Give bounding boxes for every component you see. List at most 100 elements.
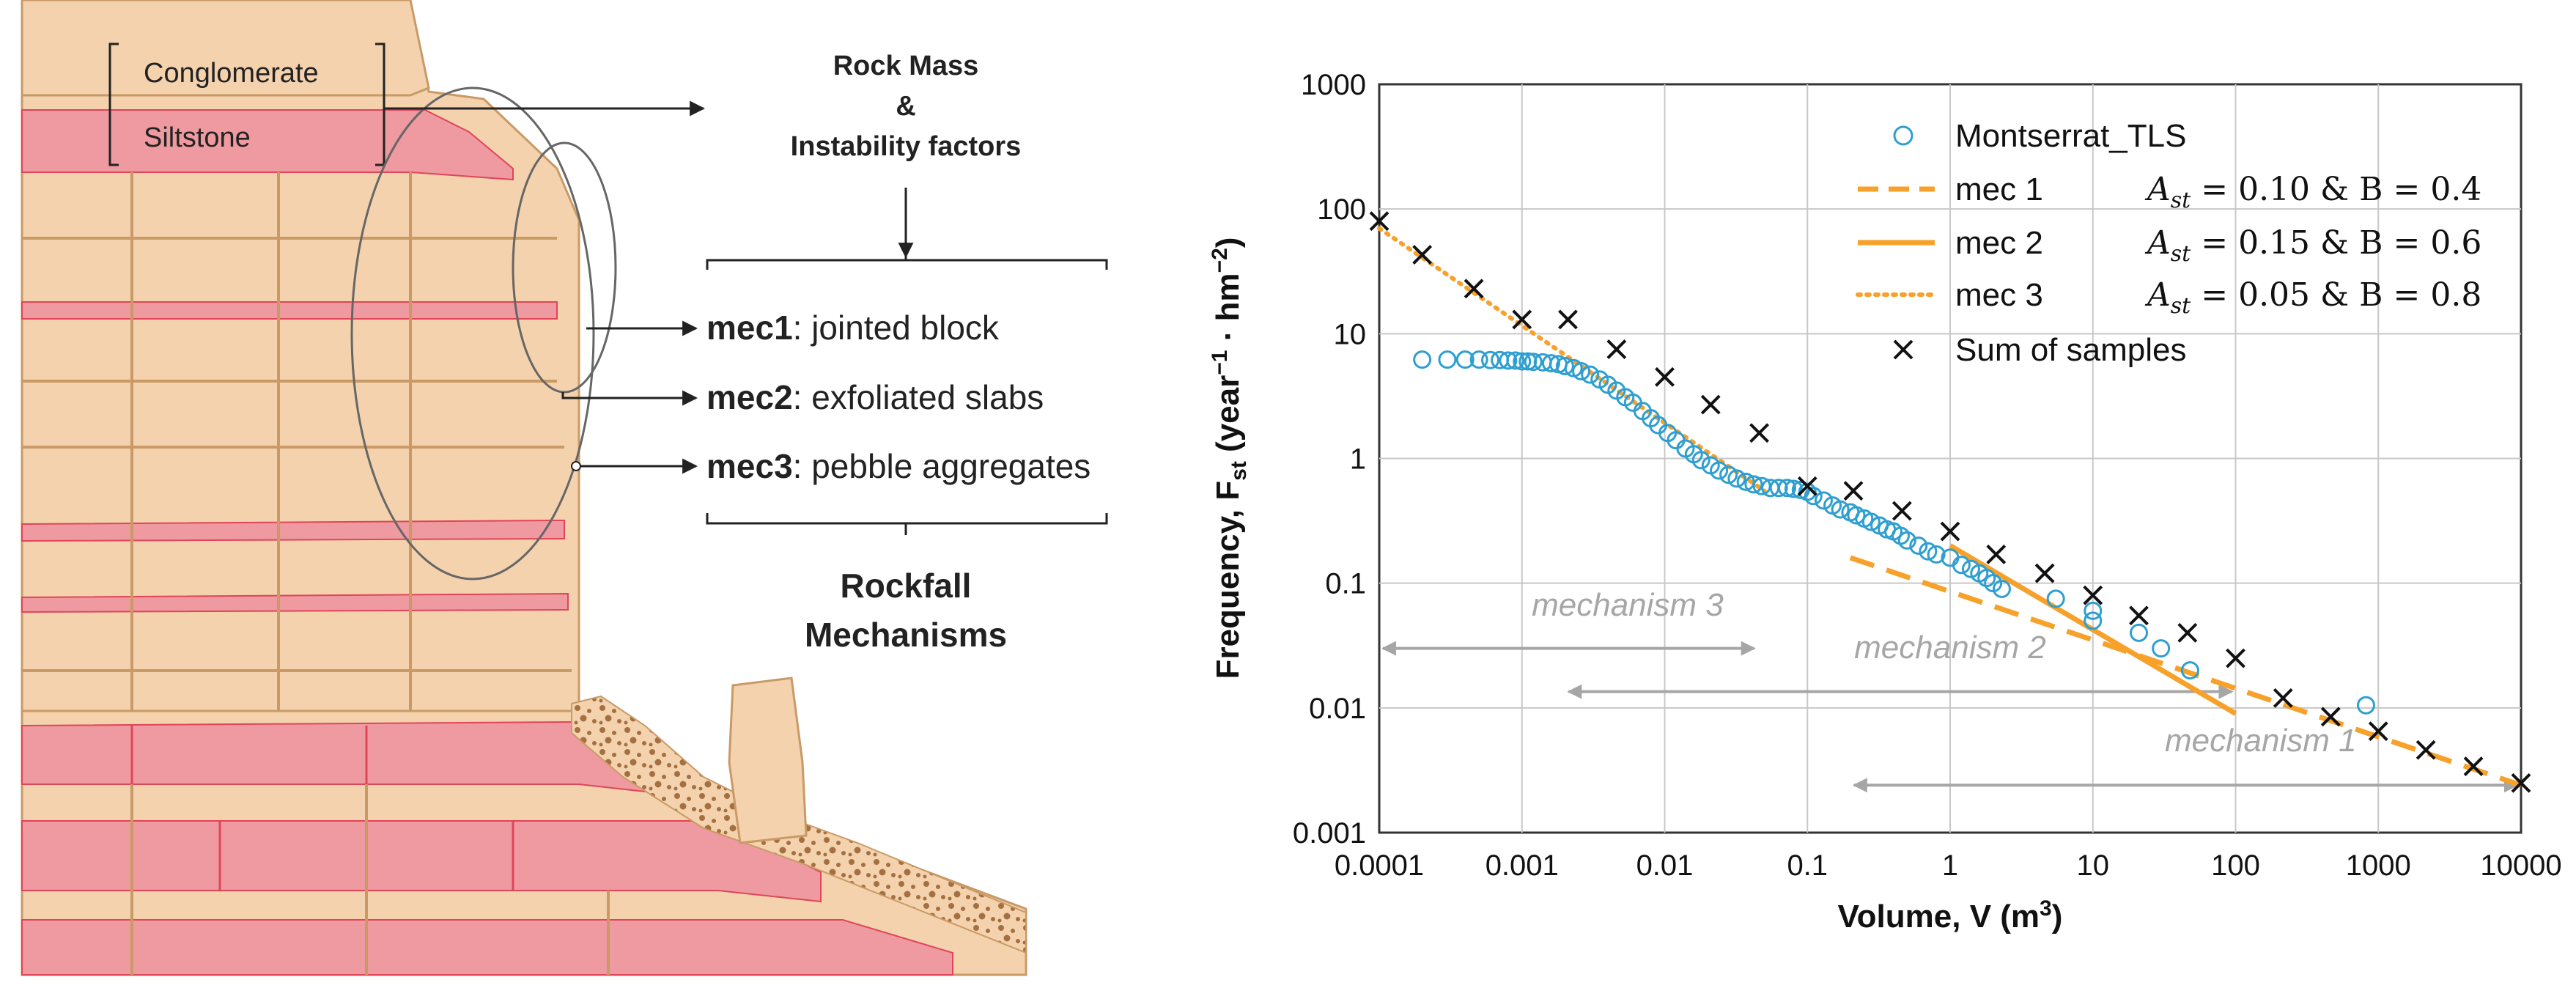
- sum-point-stroke: [1940, 521, 1960, 542]
- sum-point: [2463, 756, 2484, 776]
- mechanism-3-desc: : pebble aggregates: [793, 447, 1091, 485]
- legend-eq-mec3-sub: st: [2171, 293, 2191, 319]
- sum-point: [1700, 394, 1721, 415]
- diagram-arrows: [384, 100, 1108, 535]
- x-axis-label-sup: 3: [2040, 896, 2052, 921]
- frequency-volume-chart: 0.0001 0.001 0.01 0.1 1 10 100 1000 10000 0.0010…: [1208, 69, 2562, 935]
- joints: [22, 172, 610, 975]
- sum-point: [2273, 687, 2293, 708]
- sum-point-stroke: [2083, 585, 2103, 605]
- rock-mass-title: Rock Mass: [833, 51, 979, 81]
- sum-point: [1655, 366, 1675, 387]
- mechanism-2-name: mec2: [706, 378, 793, 416]
- sum-point-stroke: [1655, 366, 1675, 387]
- y-axis-label-mid: · hm: [1210, 273, 1246, 350]
- tls-point: [1784, 479, 1803, 498]
- tls-point: [1469, 350, 1488, 369]
- tls-point: [1919, 542, 1938, 561]
- tls-point: [1897, 531, 1916, 550]
- tls-point: [2152, 639, 2171, 658]
- sum-point: [2416, 740, 2436, 760]
- tls-point: [1691, 451, 1710, 470]
- cliff-illustration: Conglomerate Siltstone: [21, 0, 1027, 976]
- sum-point-stroke: [1843, 481, 1864, 501]
- grid-lines: [1379, 84, 2521, 833]
- legend-symbol-sum: [1893, 339, 1913, 360]
- legend-eq-mec3: Ast = 0.05 & B = 0.8: [2144, 276, 2481, 319]
- mechanism-annotations: mechanism 3 mechanism 2 mechanism 1: [1381, 587, 2519, 793]
- tls-points: [1413, 350, 2375, 715]
- tls-point: [1777, 479, 1796, 498]
- mechanism-3-name: mec3: [706, 447, 793, 485]
- sum-point-stroke: [1464, 279, 1484, 299]
- legend-eq-mec2-sub: st: [2171, 241, 2191, 267]
- x-axis-label: Volume, V (m3): [1838, 896, 2063, 935]
- x-tick-label: 100: [2211, 849, 2260, 882]
- sum-point: [2368, 721, 2388, 742]
- x-tick-labels: 0.0001 0.001 0.01 0.1 1 10 100 1000 10000: [1335, 849, 2562, 882]
- tls-point: [2084, 601, 2103, 620]
- tls-point: [1499, 351, 1518, 370]
- x-axis-label-close: ): [2052, 899, 2063, 935]
- sum-point-stroke: [2416, 740, 2436, 760]
- mechanism-item-2: mec2: exfoliated slabs: [706, 378, 1044, 416]
- tls-point: [1572, 362, 1591, 381]
- tls-point: [1861, 512, 1881, 531]
- tls-point: [1581, 365, 1600, 384]
- sum-point-stroke: [2320, 707, 2341, 727]
- y-axis-label-main: Frequency, F: [1210, 481, 1246, 679]
- tls-point: [1736, 472, 1755, 491]
- sum-point: [1464, 279, 1484, 299]
- legend-eq-mec1-sub: st: [2171, 188, 2191, 213]
- x-tick-label: 10: [2077, 849, 2110, 882]
- sum-point: [2129, 605, 2149, 626]
- siltstone-band-5: [21, 720, 646, 793]
- sum-point-stroke: [1986, 545, 2007, 564]
- tls-point: [1506, 351, 1525, 370]
- x-tick-label: 1: [1942, 849, 1958, 882]
- siltstone-band-4: [21, 592, 569, 613]
- tls-point: [1518, 352, 1538, 371]
- legend-eq-mec3-a: A: [2144, 276, 2171, 314]
- y-axis-label-close: ): [1210, 237, 1246, 248]
- tls-point: [1769, 479, 1788, 498]
- mechanism-1-name: mec1: [706, 309, 793, 347]
- mechanism-label: mechanism 1: [2165, 723, 2357, 759]
- legend-eq-mec3-rest: = 0.05 & B = 0.8: [2191, 276, 2481, 314]
- sum-point: [1412, 245, 1433, 265]
- sum-point-stroke: [2463, 756, 2484, 776]
- small-ellipse: [512, 141, 617, 394]
- sum-point-stroke: [2177, 622, 2198, 643]
- siltstone-band: [21, 109, 514, 181]
- sum-point-stroke: [1412, 245, 1433, 265]
- sum-point-stroke: [1700, 394, 1721, 415]
- mechanism-item-1: mec1: jointed block: [706, 309, 1000, 347]
- y-tick-label: 100: [1317, 193, 1366, 226]
- mec-3-line: [1377, 226, 1767, 493]
- sum-point-stroke: [1749, 423, 1769, 443]
- x-tick-label: 0.001: [1486, 849, 1559, 882]
- isolated-block: [728, 677, 808, 844]
- sum-point: [1940, 521, 1960, 542]
- sum-point: [1986, 545, 2007, 564]
- tls-point: [1513, 352, 1532, 371]
- sum-point: [1843, 481, 1864, 501]
- rockfall-title: Rockfall: [841, 567, 972, 605]
- y-tick-label: 1000: [1301, 69, 1366, 101]
- legend: Montserrat_TLS mec 1 Ast = 0.10 & B = 0.…: [1856, 118, 2481, 368]
- legend-label-sum: Sum of samples: [1955, 332, 2186, 368]
- rock-mass-diagram: Conglomerate Siltstone Rock Mass & Insta…: [21, 0, 1108, 976]
- tls-point: [2356, 696, 2375, 715]
- sum-point-stroke: [1512, 309, 1532, 330]
- x-axis-label-main: Volume, V (m: [1838, 899, 2040, 935]
- y-tick-label: 1: [1350, 443, 1366, 476]
- y-axis-label: Frequency, Fst (year−1 · hm−2): [1208, 237, 1251, 679]
- mechanism-item-3: mec3: pebble aggregates: [706, 447, 1090, 485]
- siltstone-band-3: [21, 519, 565, 542]
- tls-point: [1744, 475, 1763, 494]
- y-tick-label: 10: [1334, 318, 1367, 350]
- legend-label-tls: Montserrat_TLS: [1955, 118, 2186, 154]
- sum-point-stroke: [1797, 476, 1817, 496]
- siltstone-band-7: [21, 919, 953, 976]
- sum-point-stroke: [1558, 309, 1578, 330]
